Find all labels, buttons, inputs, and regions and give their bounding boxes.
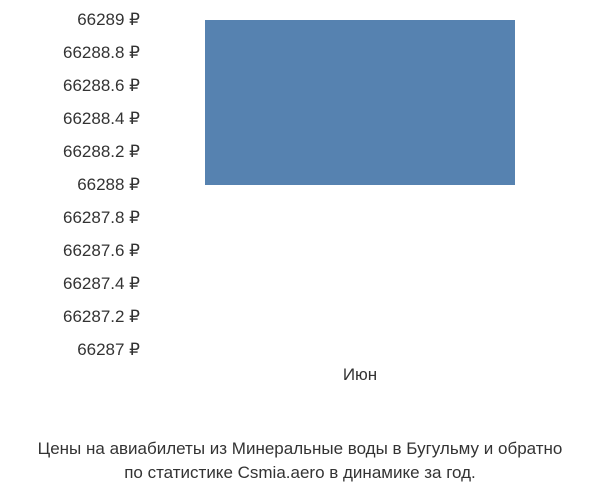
y-tick: 66288.6 ₽ xyxy=(0,76,140,96)
caption-line-1: Цены на авиабилеты из Минеральные воды в… xyxy=(38,439,563,458)
y-tick: 66287.6 ₽ xyxy=(0,241,140,261)
y-tick: 66289 ₽ xyxy=(0,10,140,30)
y-tick: 66287 ₽ xyxy=(0,340,140,360)
y-tick: 66288.2 ₽ xyxy=(0,142,140,162)
chart-container: 66289 ₽ 66288.8 ₽ 66288.6 ₽ 66288.4 ₽ 66288.… xyxy=(0,0,600,380)
x-tick: Июн xyxy=(343,365,377,385)
y-tick: 66287.4 ₽ xyxy=(0,274,140,294)
y-tick: 66288.4 ₽ xyxy=(0,109,140,129)
y-tick: 66288.8 ₽ xyxy=(0,43,140,63)
y-axis: 66289 ₽66288.8 ₽66288.6 ₽66288.4 ₽66288.… xyxy=(0,20,145,350)
bar xyxy=(205,20,516,185)
y-tick: 66287.2 ₽ xyxy=(0,307,140,327)
plot-area xyxy=(150,20,570,350)
y-tick: 66288 ₽ xyxy=(0,175,140,195)
chart-caption: Цены на авиабилеты из Минеральные воды в… xyxy=(0,437,600,485)
y-tick: 66287.8 ₽ xyxy=(0,208,140,228)
caption-line-2: по статистике Csmia.aero в динамике за г… xyxy=(124,463,476,482)
